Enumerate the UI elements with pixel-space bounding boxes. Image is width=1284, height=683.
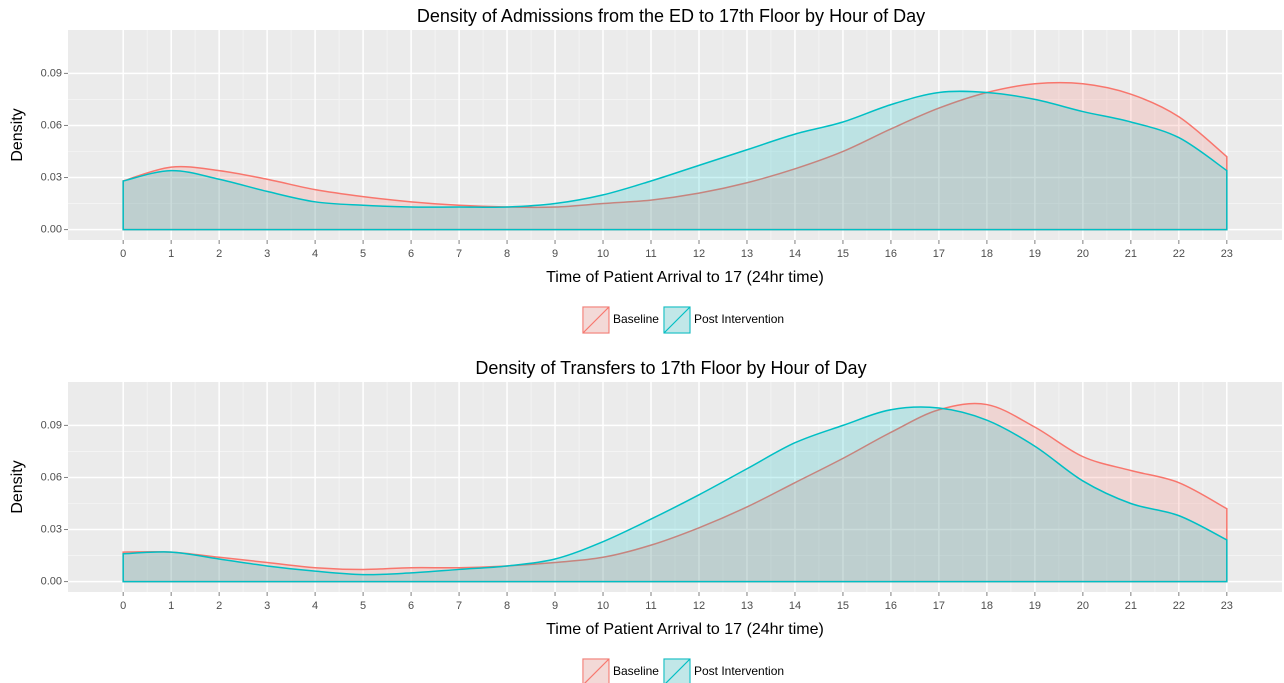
x-axis-label: Time of Patient Arrival to 17 (24hr time… — [546, 269, 824, 286]
x-tick-label: 7 — [456, 248, 462, 260]
x-tick-label: 14 — [789, 600, 801, 612]
x-tick-label: 19 — [1029, 600, 1041, 612]
x-tick-label: 11 — [645, 600, 656, 612]
legend-swatch-line — [584, 658, 610, 683]
x-tick-label: 3 — [264, 600, 270, 612]
legend: Baseline Post Intervention — [581, 306, 784, 334]
x-tick-label: 4 — [312, 248, 318, 260]
x-tick-label: 13 — [741, 248, 753, 260]
x-tick-label: 1 — [168, 248, 174, 260]
y-tick-label: 0.00 — [41, 575, 62, 587]
legend: Baseline Post Intervention — [581, 658, 784, 683]
chart-title: Density of Transfers to 17th Floor by Ho… — [475, 358, 866, 378]
x-tick-label: 9 — [552, 600, 558, 612]
x-tick-label: 19 — [1029, 248, 1041, 260]
x-tick-label: 20 — [1077, 600, 1089, 612]
y-axis-label: Density — [9, 460, 26, 513]
x-tick-label: 13 — [741, 600, 753, 612]
x-tick-label: 8 — [504, 248, 510, 260]
x-tick-label: 18 — [981, 600, 993, 612]
x-tick-label: 4 — [312, 600, 318, 612]
x-tick-label: 21 — [1125, 248, 1137, 260]
x-tick-label: 16 — [885, 248, 897, 260]
density-area — [122, 406, 1228, 583]
x-tick-label: 5 — [360, 248, 366, 260]
x-tick-label: 5 — [360, 600, 366, 612]
x-tick-label: 16 — [885, 600, 897, 612]
y-tick-label: 0.03 — [41, 171, 62, 183]
density-area — [122, 402, 1228, 583]
x-tick-label: 15 — [837, 600, 849, 612]
legend-label: Post Intervention — [694, 664, 784, 678]
x-tick-label: 12 — [693, 248, 705, 260]
x-tick-label: 0 — [120, 600, 126, 612]
x-tick-label: 6 — [408, 248, 414, 260]
x-tick-label: 17 — [933, 600, 945, 612]
x-tick-label: 17 — [933, 248, 945, 260]
x-tick-label: 14 — [789, 248, 801, 260]
x-tick-label: 22 — [1173, 600, 1185, 612]
y-axis-label: Density — [9, 108, 26, 161]
x-tick-label: 11 — [645, 248, 656, 260]
x-tick-label: 10 — [597, 248, 609, 260]
y-tick-label: 0.06 — [41, 471, 62, 483]
x-axis-label: Time of Patient Arrival to 17 (24hr time… — [546, 621, 824, 638]
x-tick-label: 22 — [1173, 248, 1185, 260]
density-area — [122, 81, 1228, 231]
density-area — [122, 90, 1228, 231]
x-tick-label: 6 — [408, 600, 414, 612]
y-tick-label: 0.09 — [41, 67, 62, 79]
x-tick-label: 3 — [264, 248, 270, 260]
legend-label: Baseline — [613, 664, 659, 678]
y-tick-label: 0.09 — [41, 419, 62, 431]
x-tick-label: 7 — [456, 600, 462, 612]
x-tick-label: 23 — [1221, 248, 1233, 260]
x-tick-label: 18 — [981, 248, 993, 260]
x-tick-label: 1 — [168, 600, 174, 612]
legend-label: Post Intervention — [694, 312, 784, 326]
x-tick-label: 12 — [693, 600, 705, 612]
legend-swatch-line — [665, 658, 691, 683]
y-tick-label: 0.06 — [41, 119, 62, 131]
x-tick-label: 8 — [504, 600, 510, 612]
x-tick-label: 9 — [552, 248, 558, 260]
x-tick-label: 23 — [1221, 600, 1233, 612]
x-tick-label: 10 — [597, 600, 609, 612]
x-tick-label: 20 — [1077, 248, 1089, 260]
legend-swatch-line — [582, 306, 610, 334]
x-tick-label: 2 — [216, 600, 222, 612]
legend-label: Baseline — [613, 312, 659, 326]
y-tick-label: 0.00 — [41, 223, 62, 235]
chart-title: Density of Admissions from the ED to 17t… — [417, 6, 925, 26]
x-tick-label: 2 — [216, 248, 222, 260]
x-tick-label: 21 — [1125, 600, 1137, 612]
x-tick-label: 0 — [120, 248, 126, 260]
x-tick-label: 15 — [837, 248, 849, 260]
y-tick-label: 0.03 — [41, 523, 62, 535]
legend-swatch-line — [663, 306, 691, 334]
